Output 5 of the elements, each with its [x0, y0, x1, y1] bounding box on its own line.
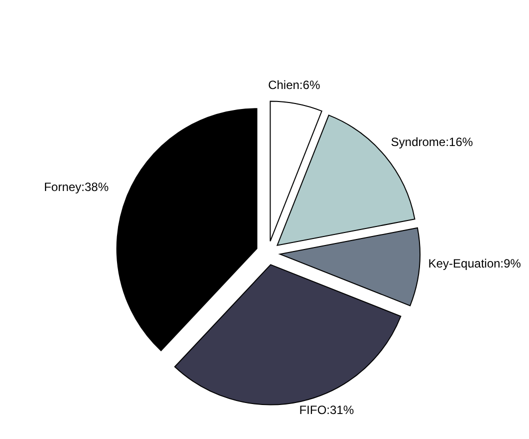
- slice-label: FIFO:31%: [299, 403, 354, 417]
- slice-label: Forney:38%: [44, 180, 109, 194]
- slice-label: Key-Equation:9%: [428, 256, 522, 271]
- slice-label: Syndrome:16%: [390, 135, 474, 150]
- slice-label: Chien:6%: [268, 78, 320, 92]
